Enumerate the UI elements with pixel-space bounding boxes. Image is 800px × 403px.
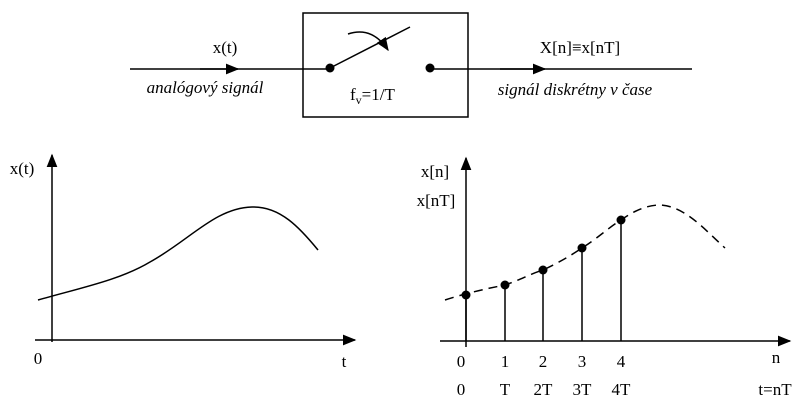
y-label: x[nT] <box>417 191 456 210</box>
n-tick: 0 <box>457 352 466 371</box>
y-label: x[n] <box>421 162 449 181</box>
samples <box>461 215 626 341</box>
sample-dot <box>616 215 626 225</box>
sampler-box <box>302 12 469 118</box>
analog-plot: x(t) 0 t <box>10 153 357 371</box>
analog-curve <box>37 206 319 301</box>
n-tick: 3 <box>578 352 587 371</box>
envelope-curve <box>444 204 726 301</box>
n-label: n <box>772 348 781 367</box>
sample-dot <box>538 265 548 275</box>
output-label: X[n]≡x[nT] <box>540 38 620 57</box>
t-label: t=nT <box>758 380 792 399</box>
sample-dot <box>461 290 471 300</box>
sampler: x(t) analógový signál fv=1/T X[n]≡x[nT] … <box>130 12 692 118</box>
rate-symbol: f <box>350 85 356 104</box>
origin-label: 0 <box>34 349 43 368</box>
t-tick: T <box>500 380 511 399</box>
output-caption: signál diskrétny v čase <box>498 80 653 99</box>
t-tick: 2T <box>534 380 554 399</box>
rotation-arrow <box>347 31 389 52</box>
rate-subscript: v <box>356 93 362 107</box>
t-tick: 3T <box>573 380 593 399</box>
n-tick: 1 <box>501 352 510 371</box>
switch-blade <box>329 26 411 69</box>
switch-contact <box>425 63 435 73</box>
n-tick: 4 <box>617 352 626 371</box>
sampling-rate: fv=1/T <box>350 85 395 107</box>
sample-dot <box>500 280 510 290</box>
input-caption: analógový signál <box>147 78 264 97</box>
t-tick: 4T <box>612 380 632 399</box>
sample-dot <box>577 243 587 253</box>
discrete-plot: x[n] x[nT] 0 1 2 3 4 n 0 T 2T 3T 4T t=nT <box>417 156 792 399</box>
rate-value: =1/T <box>362 85 396 104</box>
y-label: x(t) <box>10 159 35 178</box>
n-tick: 2 <box>539 352 548 371</box>
x-label: t <box>342 352 347 371</box>
t-tick: 0 <box>457 380 466 399</box>
input-label: x(t) <box>213 38 238 57</box>
